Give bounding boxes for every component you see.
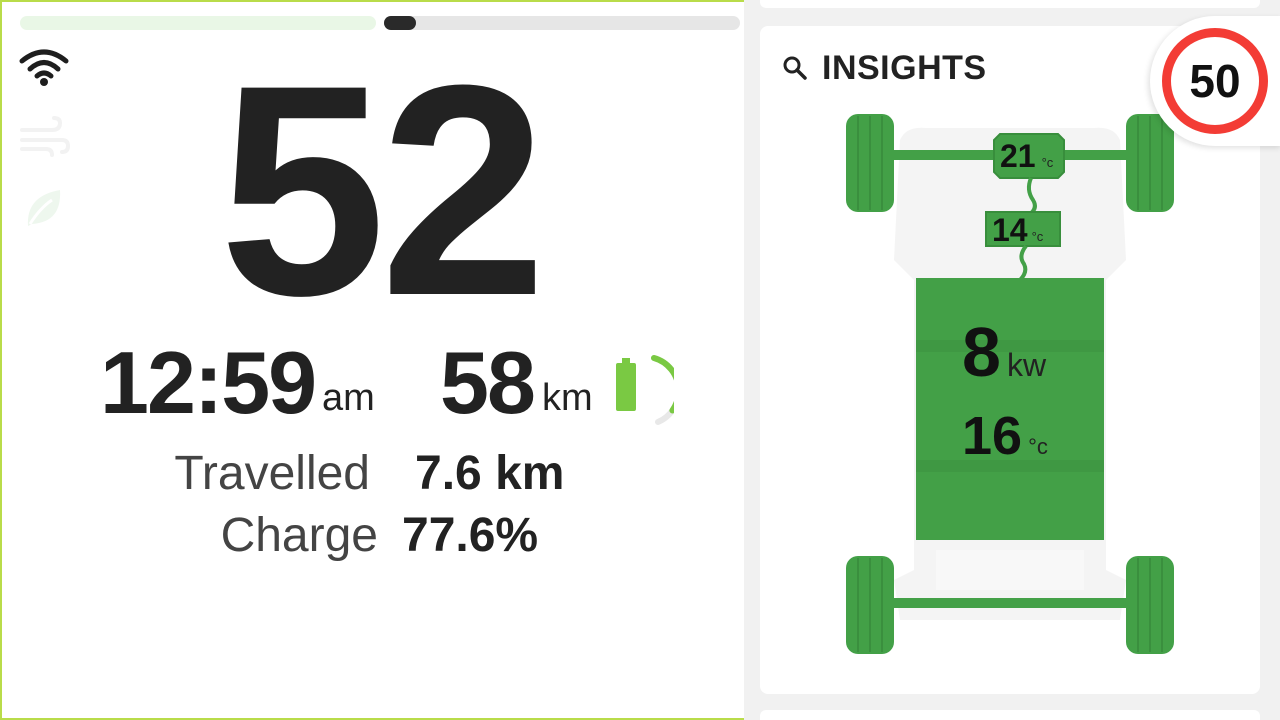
wifi-icon[interactable] [18,44,70,88]
front-motor-temp: 21 °c [1000,138,1053,181]
progress-fill-right [384,16,417,30]
inverter-temp: 14 °c [992,212,1043,255]
fan-icon[interactable] [18,116,71,160]
battery-temp: 16 °c [962,406,1048,477]
stat-label: Travelled [174,447,370,500]
stat-value: 77.6% [402,509,539,562]
time-range-row: 12:59 am 58 km [100,338,700,428]
battery-temp-unit: °c [1028,434,1048,459]
front-motor-temp-unit: °c [1041,155,1054,170]
insights-title: INSIGHTS [822,48,987,87]
front-motor-temp-value: 21 [1000,138,1036,174]
progress-bar-left [20,16,376,30]
range-unit: km [542,377,593,419]
search-icon [783,56,807,80]
battery-power: 8 kw [962,316,1046,401]
inverter-temp-unit: °c [1031,229,1044,244]
speed-limit-sign: 50 [1150,16,1280,146]
insights-header[interactable]: INSIGHTS [782,48,987,87]
speed-limit-ring: 50 [1162,28,1268,134]
stat-travelled: Travelled 7.6 km [100,446,660,506]
progress-bar-right [384,16,740,30]
stat-value: 7.6 km [415,447,565,500]
leaf-icon[interactable] [18,186,70,230]
battery-temp-value: 16 [962,406,1023,466]
stat-label: Charge [220,509,378,562]
battery-icon [614,354,682,430]
stat-charge: Charge 77.6% [100,508,660,568]
battery-power-value: 8 [962,313,1001,391]
range-value: 58 [440,333,536,432]
speed-limit-value: 50 [1189,55,1241,107]
next-card [760,710,1260,720]
battery-power-unit: kw [1006,347,1047,383]
clock-time: 12:59 [100,333,317,432]
previous-card [760,0,1260,8]
vehicle-chassis-diagram [836,110,1184,658]
inverter-temp-value: 14 [992,212,1028,248]
clock-suffix: am [322,377,375,419]
speed-readout: 52 [219,22,547,358]
